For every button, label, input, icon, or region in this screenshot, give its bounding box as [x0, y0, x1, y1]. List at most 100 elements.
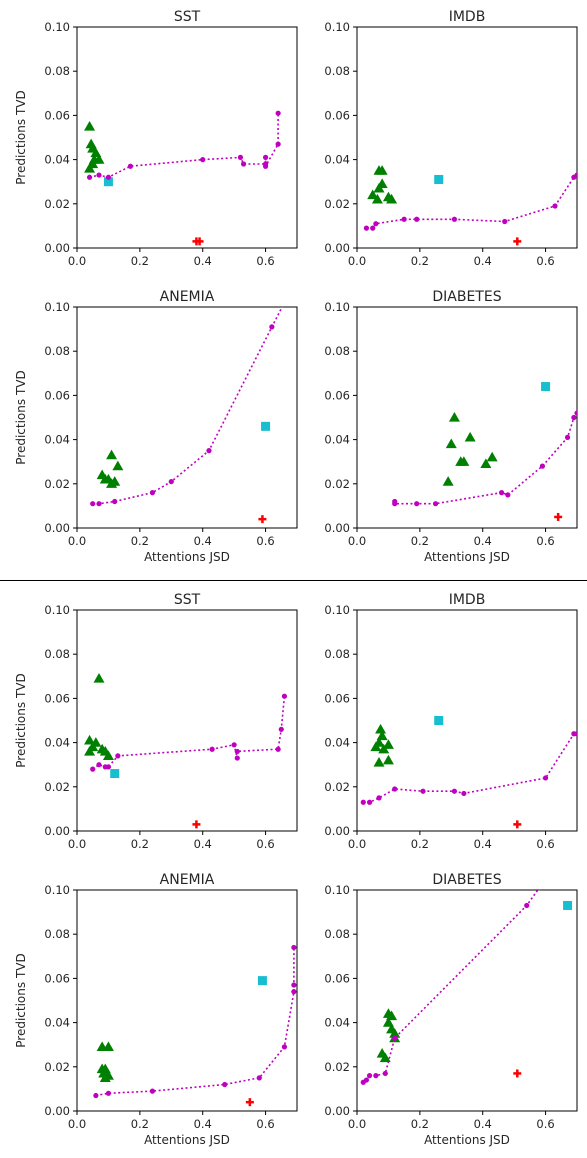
frontier-point [564, 434, 571, 440]
frontier-line [366, 174, 577, 229]
y-axis-label: Predictions TVD [14, 673, 28, 767]
frontier-point [366, 1073, 373, 1079]
frontier-point [105, 764, 112, 770]
y-tick-label: 0.10 [324, 603, 350, 617]
y-tick-label: 0.08 [44, 647, 70, 661]
y-tick-label: 0.10 [44, 300, 70, 314]
y-tick-label: 0.02 [324, 780, 350, 794]
frontier-line [89, 113, 279, 179]
y-axis-label: Predictions TVD [14, 90, 28, 184]
plot-area [93, 944, 297, 1107]
y-tick-label: 0.04 [44, 736, 70, 750]
x-tick-label: 0.2 [411, 1117, 429, 1131]
triangle-marker [386, 193, 398, 204]
y-tick-label: 0.08 [44, 344, 70, 358]
x-tick-label: 0.6 [536, 1117, 554, 1131]
frontier-point [291, 944, 297, 951]
x-tick-label: 0.6 [256, 534, 274, 548]
y-tick-label: 0.04 [324, 736, 350, 750]
x-tick-label: 0.6 [256, 837, 274, 851]
frontier-line [363, 732, 577, 804]
chart-7: ANEMIA 0.00 0.02 0.04 0.06 0.08 0.10 0.0 0.2 0.4 0… [14, 872, 298, 1147]
x-tick-label: 0.6 [536, 254, 554, 268]
x-tick-label: 0.0 [68, 534, 86, 548]
y-tick-label: 0.02 [324, 1060, 350, 1074]
y-tick-label: 0.10 [44, 883, 70, 897]
frontier-point [90, 766, 96, 772]
y-tick-label: 0.00 [44, 241, 70, 255]
panel-divider [0, 580, 587, 581]
frontier-point [149, 1088, 156, 1094]
x-tick-label: 0.0 [348, 534, 366, 548]
plot-area [84, 673, 288, 829]
plot-area [392, 382, 577, 521]
square-marker [541, 382, 551, 392]
y-tick-label: 0.10 [44, 603, 70, 617]
square-marker [434, 174, 444, 184]
frontier-point [281, 1044, 288, 1050]
x-tick-label: 0.4 [474, 254, 492, 268]
frontier-line [393, 412, 577, 505]
frontier-point [209, 746, 215, 752]
square-marker [434, 716, 444, 725]
frontier-point [105, 1090, 112, 1096]
triangle-marker [382, 739, 394, 749]
y-tick-label: 0.10 [324, 300, 350, 314]
chart-2: IMDB 0.00 0.02 0.04 0.06 0.08 0.10 0.0 0.2 0.4 0.6 [324, 9, 578, 268]
x-tick-label: 0.4 [194, 534, 212, 548]
triangle-marker [378, 743, 390, 754]
frontier-point [127, 163, 134, 169]
triangle-marker [84, 745, 96, 756]
plot-frame [356, 889, 578, 1112]
y-tick-label: 0.00 [324, 521, 350, 535]
frontier-point [382, 1070, 388, 1077]
chart-4: DIABETES 0.00 0.02 0.04 0.06 0.08 0.10 0.0 0.2 0.… [324, 289, 578, 564]
frontier-point [392, 501, 398, 507]
y-tick-label: 0.08 [44, 927, 70, 941]
frontier-point [168, 478, 174, 485]
x-tick-label: 0.4 [194, 254, 212, 268]
triangle-marker [99, 1072, 111, 1082]
frontier-point [363, 1077, 370, 1083]
frontier-line [362, 890, 539, 1083]
frontier-point [291, 989, 297, 995]
x-tick-label: 0.4 [474, 837, 492, 851]
triangle-marker [367, 189, 379, 200]
triangle-marker [480, 458, 492, 469]
triangle-marker [106, 449, 118, 460]
x-tick-label: 0.6 [256, 1117, 274, 1131]
triangle-marker [448, 412, 460, 422]
triangle-marker [84, 162, 96, 173]
frontier-point [275, 141, 281, 147]
chart-1: SST 0.00 0.02 0.04 0.06 0.08 0.10 0.0 0.2 0.4 0.6 P… [14, 9, 298, 268]
triangle-marker [386, 1010, 398, 1021]
frontier-point [366, 799, 373, 805]
y-tick-label: 0.06 [324, 388, 350, 402]
triangle-marker [93, 154, 105, 164]
x-tick-label: 0.6 [256, 254, 274, 268]
y-tick-label: 0.08 [44, 64, 70, 78]
chart-5: SST 0.00 0.02 0.04 0.06 0.08 0.10 0.0 0.2 0.4 0.6 P… [14, 592, 298, 851]
chart-title: DIABETES [432, 289, 501, 305]
x-axis-label: Attentions JSD [424, 550, 510, 564]
y-tick-label: 0.00 [44, 824, 70, 838]
y-tick-label: 0.06 [324, 108, 350, 122]
x-tick-label: 0.2 [131, 1117, 149, 1131]
frontier-point [502, 218, 508, 225]
frontier-point [498, 490, 505, 496]
frontier-point [505, 492, 511, 498]
y-tick-label: 0.08 [324, 647, 350, 661]
y-tick-label: 0.06 [324, 971, 350, 985]
chart-title: ANEMIA [160, 289, 215, 305]
frontier-point [571, 414, 577, 421]
square-marker [110, 769, 120, 779]
frontier-point [552, 203, 558, 209]
frontier-point [542, 775, 549, 781]
y-tick-label: 0.06 [324, 691, 350, 705]
plot-area [363, 165, 577, 246]
y-tick-label: 0.04 [324, 1016, 350, 1030]
y-tick-label: 0.06 [44, 691, 70, 705]
y-tick-label: 0.02 [44, 780, 70, 794]
triangle-marker [90, 737, 102, 747]
